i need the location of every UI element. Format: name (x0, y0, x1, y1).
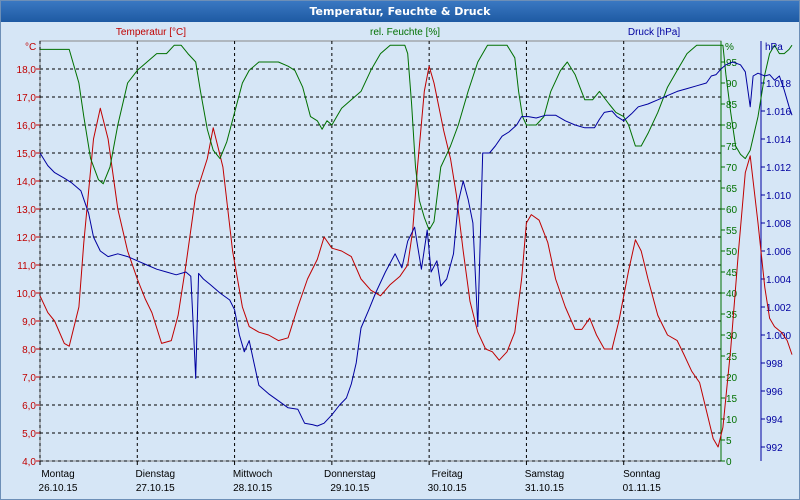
x-tick-day-label: Montag (41, 469, 74, 480)
temperature-tick-label: 17,0 (17, 93, 37, 104)
pressure-tick-label: 1.004 (766, 275, 791, 286)
humidity-unit-label: % (725, 42, 734, 53)
humidity-tick-label: 15 (726, 394, 738, 405)
chart-canvas: 4,0 5,0 6,0 7,0 8,0 9,0 10,0 11,0 12,0 13,0 14,0 15… (17, 27, 793, 494)
pressure-tick-label: 1.006 (766, 247, 791, 258)
humidity-line (40, 44, 793, 231)
pressure-tick-label: 1.010 (766, 191, 791, 202)
humidity-axis-title: rel. Feuchte [%] (370, 27, 440, 38)
x-tick-date-label: 27.10.15 (136, 483, 175, 494)
grid-lines (39, 41, 721, 462)
x-tick-date-label: 30.10.15 (428, 483, 467, 494)
temperature-tick-label: 9,0 (22, 317, 36, 328)
pressure-tick-label: 1.018 (766, 79, 791, 90)
temperature-tick-label: 5,0 (22, 429, 36, 440)
x-axis: Montag 26.10.15 Dienstag 27.10.15 Mittwoch 28… (39, 461, 662, 494)
temperature-tick-label: 13,0 (17, 205, 37, 216)
temperature-axis: 4,0 5,0 6,0 7,0 8,0 9,0 10,0 11,0 12,0 13,0 14,0 15… (17, 65, 40, 468)
humidity-tick-label: 20 (726, 373, 738, 384)
pressure-tick-label: 996 (766, 387, 783, 398)
humidity-tick-label: 35 (726, 310, 738, 321)
humidity-tick-label: 5 (726, 436, 732, 447)
humidity-tick-label: 80 (726, 121, 738, 132)
temperature-tick-label: 6,0 (22, 401, 36, 412)
temperature-tick-label: 12,0 (17, 233, 37, 244)
x-tick-date-label: 29.10.15 (330, 483, 369, 494)
pressure-tick-label: 1.016 (766, 107, 791, 118)
temperature-tick-label: 18,0 (17, 65, 37, 76)
temperature-tick-label: 8,0 (22, 345, 36, 356)
window-title: Temperatur, Feuchte & Druck (1, 1, 799, 22)
temperature-tick-label: 4,0 (22, 457, 36, 468)
pressure-tick-label: 994 (766, 415, 783, 426)
plot-area (39, 40, 722, 462)
pressure-unit-label: hPa (765, 42, 783, 53)
pressure-axis-title: Druck [hPa] (628, 27, 680, 38)
humidity-tick-label: 70 (726, 163, 738, 174)
temperature-tick-label: 10,0 (17, 289, 37, 300)
temperature-line (39, 65, 793, 448)
x-tick-day-label: Freitag (432, 469, 463, 480)
pressure-tick-label: 1.014 (766, 135, 791, 146)
x-tick-date-label: 31.10.15 (525, 483, 564, 494)
x-tick-date-label: 28.10.15 (233, 483, 272, 494)
x-tick-day-label: Samstag (525, 469, 564, 480)
humidity-tick-label: 85 (726, 100, 738, 111)
humidity-tick-label: 90 (726, 79, 738, 90)
temperature-tick-label: 11,0 (17, 261, 36, 272)
x-tick-day-label: Mittwoch (233, 469, 272, 480)
series-lines (39, 44, 793, 448)
x-tick-date-label: 26.10.15 (39, 483, 78, 494)
pressure-tick-label: 1.000 (766, 331, 791, 342)
pressure-line (39, 61, 793, 427)
humidity-tick-label: 40 (726, 289, 738, 300)
temperature-tick-label: 7,0 (22, 373, 36, 384)
temperature-tick-label: 16,0 (17, 121, 37, 132)
x-tick-day-label: Sonntag (623, 469, 660, 480)
pressure-tick-label: 998 (766, 359, 783, 370)
x-tick-day-label: Dienstag (136, 469, 175, 480)
humidity-tick-label: 50 (726, 247, 738, 258)
humidity-tick-label: 45 (726, 268, 738, 279)
x-tick-date-label: 01.11.15 (623, 483, 662, 494)
temperature-tick-label: 15,0 (17, 149, 37, 160)
humidity-tick-label: 25 (726, 352, 738, 363)
humidity-tick-label: 55 (726, 226, 738, 237)
pressure-axis: 992 994 996 998 1.000 1.002 1.004 1.006 1.008 1.0… (760, 41, 791, 461)
humidity-tick-label: 10 (726, 415, 738, 426)
pressure-tick-label: 1.002 (766, 303, 791, 314)
pressure-tick-label: 1.008 (766, 219, 791, 230)
temperature-unit-label: °C (25, 42, 36, 53)
temperature-axis-title: Temperatur [°C] (116, 27, 186, 38)
humidity-tick-label: 95 (726, 58, 738, 69)
humidity-tick-label: 60 (726, 205, 738, 216)
pressure-tick-label: 992 (766, 443, 783, 454)
pressure-tick-label: 1.012 (766, 163, 791, 174)
x-tick-day-label: Donnerstag (324, 469, 376, 480)
humidity-tick-label: 75 (726, 142, 738, 153)
humidity-tick-label: 0 (726, 457, 732, 468)
temperature-tick-label: 14,0 (17, 177, 37, 188)
humidity-tick-label: 65 (726, 184, 738, 195)
